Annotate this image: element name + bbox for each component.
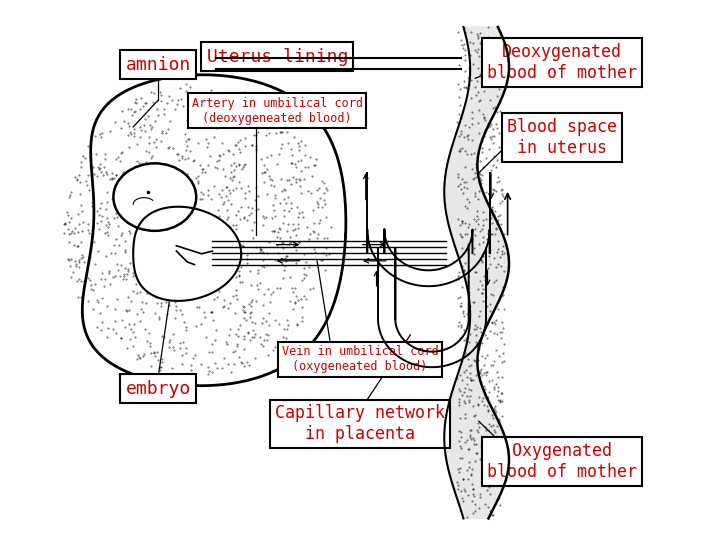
- Text: Capillary network
in placenta: Capillary network in placenta: [275, 404, 445, 443]
- Text: amnion: amnion: [126, 56, 191, 74]
- Polygon shape: [133, 207, 241, 301]
- Text: embryo: embryo: [126, 380, 191, 398]
- Text: Artery in umbilical cord
(deoxygeneated blood): Artery in umbilical cord (deoxygeneated …: [192, 97, 363, 125]
- Ellipse shape: [114, 163, 196, 231]
- Polygon shape: [82, 75, 346, 386]
- Text: Deoxygenated
blood of mother: Deoxygenated blood of mother: [487, 43, 636, 82]
- Text: Uterus lining: Uterus lining: [207, 48, 348, 66]
- Text: Vein in umbilical cord
(oxygeneated blood): Vein in umbilical cord (oxygeneated bloo…: [282, 345, 438, 373]
- Text: Blood space
in uterus: Blood space in uterus: [507, 118, 616, 157]
- Text: Oxygenated
blood of mother: Oxygenated blood of mother: [487, 442, 636, 481]
- Polygon shape: [444, 27, 509, 518]
